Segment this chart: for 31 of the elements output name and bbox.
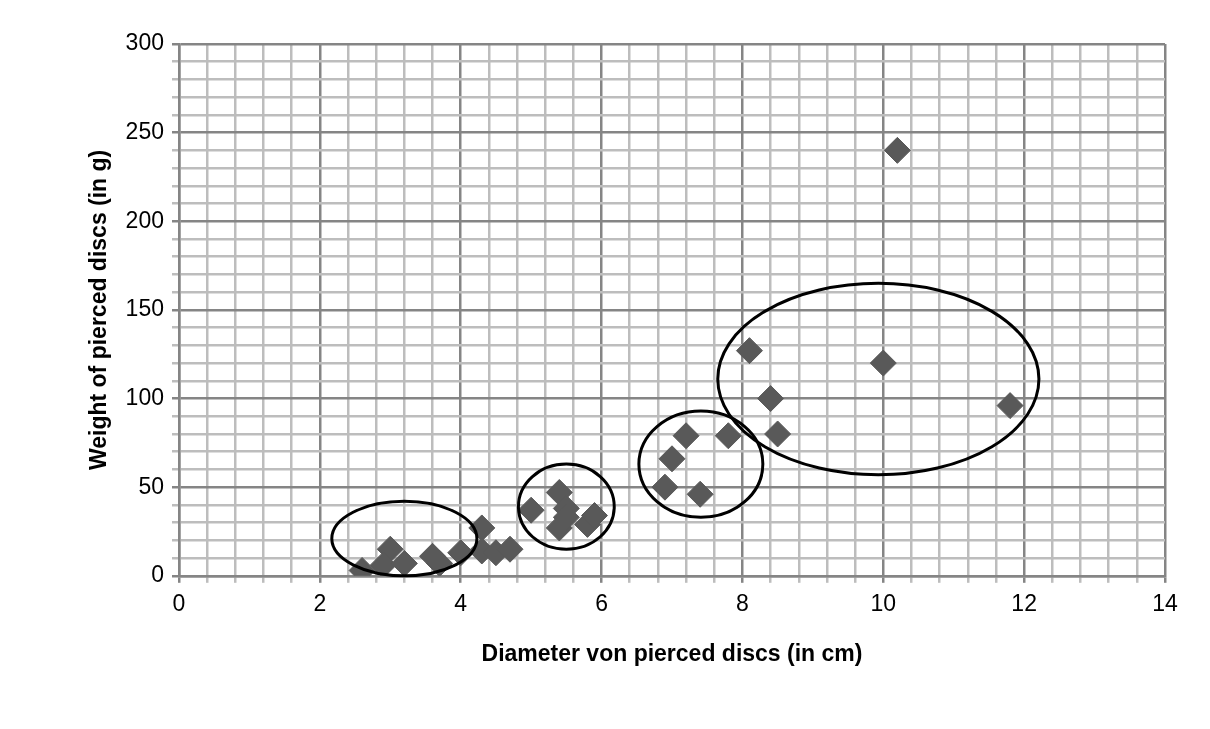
y-tick-label: 50 xyxy=(138,472,164,499)
point xyxy=(757,385,785,413)
point xyxy=(996,392,1024,420)
point xyxy=(714,422,742,450)
x-tick-label: 8 xyxy=(736,589,749,616)
point xyxy=(651,473,679,501)
point xyxy=(672,422,700,450)
point xyxy=(869,349,897,377)
y-tick-label: 200 xyxy=(125,206,164,233)
point xyxy=(517,496,545,524)
x-axis-title: Diameter von pierced discs (in cm) xyxy=(481,639,863,666)
point xyxy=(658,445,686,473)
x-tick-label: 10 xyxy=(870,589,897,616)
point xyxy=(686,480,714,508)
point xyxy=(545,478,573,506)
y-tick-label: 250 xyxy=(125,117,164,144)
point xyxy=(735,337,763,365)
point xyxy=(764,420,792,448)
x-tick-label: 0 xyxy=(172,589,186,616)
point xyxy=(883,136,911,164)
y-tick-label: 100 xyxy=(125,383,164,410)
x-tick-label: 6 xyxy=(595,589,608,616)
y-tick-label: 0 xyxy=(151,561,164,588)
point xyxy=(390,549,418,576)
x-tick-label: 14 xyxy=(1152,589,1178,616)
x-tick-label: 4 xyxy=(454,589,468,616)
x-tick-label: 12 xyxy=(1011,589,1037,616)
y-tick-label: 150 xyxy=(125,295,164,322)
x-tick-label: 2 xyxy=(313,589,327,616)
y-axis-title: Weight of pierced discs (in g) xyxy=(85,149,112,471)
y-tick-label: 300 xyxy=(125,29,164,56)
